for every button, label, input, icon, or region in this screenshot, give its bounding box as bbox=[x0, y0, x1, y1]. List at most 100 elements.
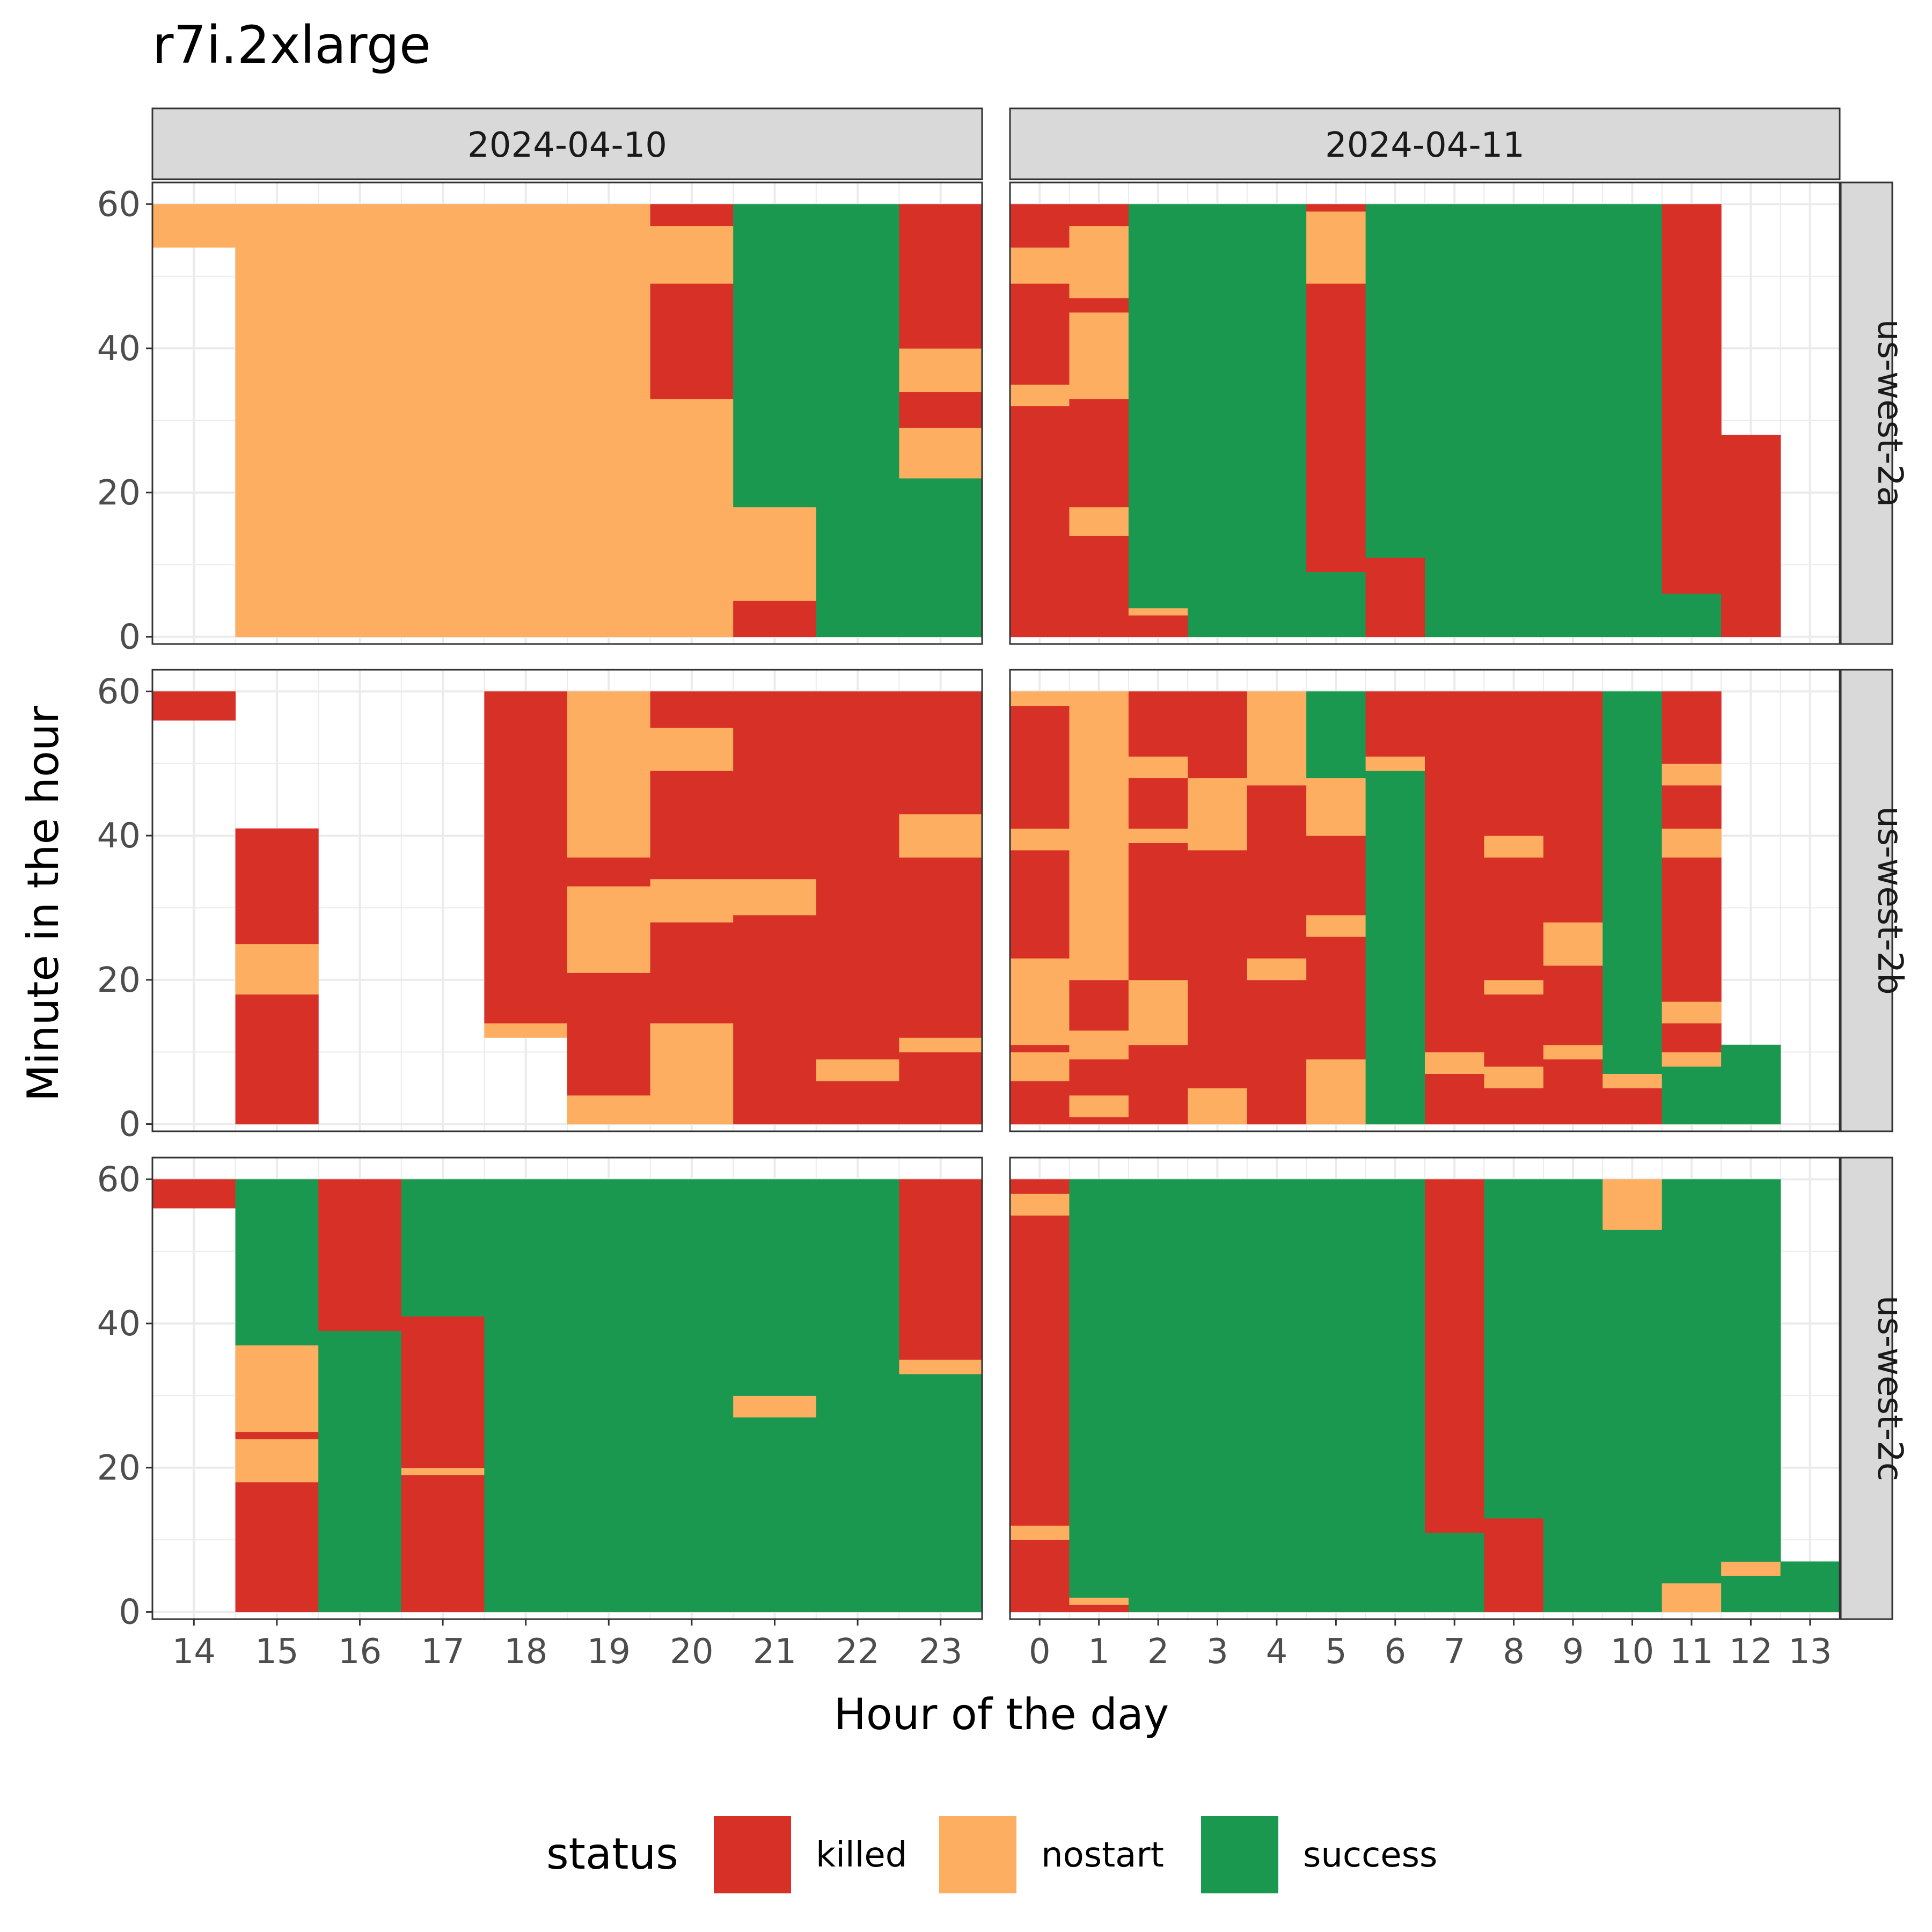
tile-killed bbox=[484, 691, 568, 1023]
tile-killed bbox=[650, 922, 734, 1023]
tile-nostart bbox=[1662, 763, 1722, 786]
x-tick-label: 10 bbox=[1611, 1632, 1654, 1672]
facet-strip-us-west-2b bbox=[1840, 669, 1893, 1132]
tile-success bbox=[1602, 204, 1663, 638]
tile-nostart bbox=[816, 1059, 899, 1081]
x-tick-label: 3 bbox=[1206, 1632, 1228, 1672]
tile-success bbox=[1662, 1179, 1722, 1584]
tile-success bbox=[235, 1179, 319, 1345]
y-tick-label: 0 bbox=[119, 618, 141, 657]
tile-killed bbox=[152, 1179, 236, 1209]
tile-nostart bbox=[1069, 1095, 1129, 1117]
tile-nostart bbox=[1010, 691, 1070, 706]
tile-success bbox=[1306, 1179, 1366, 1613]
tile-killed bbox=[152, 691, 236, 721]
tile-nostart bbox=[1128, 979, 1188, 1045]
tile-success bbox=[1247, 1179, 1307, 1613]
tile-killed bbox=[1069, 1605, 1129, 1613]
tile-nostart bbox=[1069, 225, 1129, 298]
legend-label-success: success bbox=[1303, 1835, 1437, 1875]
tile-killed bbox=[1306, 283, 1366, 573]
tile-nostart bbox=[1662, 1052, 1722, 1067]
tile-nostart bbox=[1484, 979, 1544, 995]
facet-strip-label: 2024-04-11 bbox=[1325, 126, 1525, 165]
tile-nostart bbox=[1010, 1194, 1070, 1216]
x-tick-label: 13 bbox=[1788, 1632, 1832, 1672]
tile-killed bbox=[899, 204, 983, 349]
tile-killed bbox=[1010, 283, 1070, 385]
tile-success bbox=[1128, 1179, 1188, 1613]
tile-killed bbox=[816, 1080, 899, 1125]
facet-panels: 2024-04-10 2024-04-11us-west-2a0204060us-… bbox=[97, 107, 1909, 1672]
tile-nostart bbox=[899, 1037, 983, 1052]
tile-nostart bbox=[1069, 691, 1129, 980]
tile-success bbox=[1721, 1576, 1781, 1613]
tile-killed bbox=[1662, 1023, 1722, 1052]
tile-killed bbox=[1188, 850, 1248, 1088]
y-tick-label: 40 bbox=[97, 1304, 141, 1344]
tile-nostart bbox=[484, 1023, 568, 1038]
tile-killed bbox=[1010, 1179, 1070, 1194]
tile-success bbox=[1128, 204, 1188, 609]
tile-success bbox=[1365, 204, 1425, 558]
x-tick-label: 11 bbox=[1670, 1632, 1713, 1672]
y-tick-label: 20 bbox=[97, 473, 141, 513]
x-tick-label: 0 bbox=[1029, 1632, 1051, 1672]
legend: status killed nostart success bbox=[546, 1816, 1437, 1893]
tile-nostart bbox=[1188, 778, 1248, 851]
y-tick-label: 0 bbox=[119, 1105, 141, 1145]
tile-nostart bbox=[1306, 914, 1366, 937]
panel-us-west-2c-2024-04-11: 0 1 2 3 4 5 6 7 8 9 10 11 12 13 bbox=[1009, 1157, 1841, 1672]
x-tick-label: 6 bbox=[1384, 1632, 1406, 1672]
panel-us-west-2a-2024-04-10: 0 20 40 60 bbox=[97, 181, 983, 657]
tile-killed bbox=[899, 857, 983, 1038]
tile-killed bbox=[1721, 435, 1781, 638]
tile-nostart bbox=[1425, 1052, 1484, 1074]
tile-killed bbox=[235, 1482, 319, 1613]
x-tick-label: 20 bbox=[670, 1632, 713, 1672]
tile-killed bbox=[1484, 857, 1544, 980]
tile-success bbox=[1306, 572, 1366, 638]
tile-nostart bbox=[1010, 828, 1070, 851]
tile-nostart bbox=[899, 348, 983, 392]
tile-killed bbox=[401, 1475, 485, 1613]
tile-killed bbox=[1247, 785, 1307, 958]
tile-success bbox=[1425, 1532, 1484, 1613]
tile-nostart bbox=[235, 1345, 319, 1432]
tile-success bbox=[816, 1179, 899, 1613]
y-tick-label: 40 bbox=[97, 816, 141, 856]
tile-success bbox=[816, 204, 899, 638]
x-axis-title: Hour of the day bbox=[834, 1689, 1169, 1739]
x-tick-label: 22 bbox=[836, 1632, 879, 1672]
tile-nostart bbox=[1010, 247, 1070, 284]
tile-nostart bbox=[1543, 922, 1603, 966]
tile-nostart bbox=[733, 1395, 817, 1418]
tile-nostart bbox=[1484, 836, 1544, 858]
tile-nostart bbox=[650, 879, 734, 923]
tile-killed bbox=[1484, 1518, 1544, 1613]
panel-border bbox=[151, 181, 983, 645]
tile-nostart bbox=[1247, 691, 1307, 786]
panel-us-west-2b-2024-04-10: 0 20 40 60 bbox=[97, 669, 983, 1145]
tile-killed bbox=[318, 1179, 402, 1331]
tile-nostart bbox=[650, 225, 734, 284]
tile-nostart bbox=[899, 427, 983, 479]
tile-nostart bbox=[1069, 1030, 1129, 1060]
y-tick-label: 0 bbox=[119, 1593, 141, 1633]
legend-title: status bbox=[546, 1829, 678, 1879]
tile-success bbox=[567, 1179, 651, 1613]
tile-success bbox=[1188, 1179, 1248, 1613]
tile-success bbox=[733, 204, 817, 508]
tile-killed bbox=[1425, 691, 1484, 1052]
x-tick-label: 7 bbox=[1444, 1632, 1466, 1672]
panel-border bbox=[1009, 1157, 1841, 1620]
tile-nostart bbox=[1010, 384, 1070, 407]
x-tick-label: 15 bbox=[255, 1632, 298, 1672]
x-tick-label: 9 bbox=[1562, 1632, 1584, 1672]
tile-success bbox=[1188, 204, 1248, 638]
tile-killed bbox=[1425, 1073, 1484, 1125]
tile-killed bbox=[1543, 965, 1603, 1045]
tile-nostart bbox=[1602, 1073, 1663, 1088]
tile-nostart bbox=[1069, 507, 1129, 536]
legend-key-killed bbox=[714, 1816, 791, 1893]
